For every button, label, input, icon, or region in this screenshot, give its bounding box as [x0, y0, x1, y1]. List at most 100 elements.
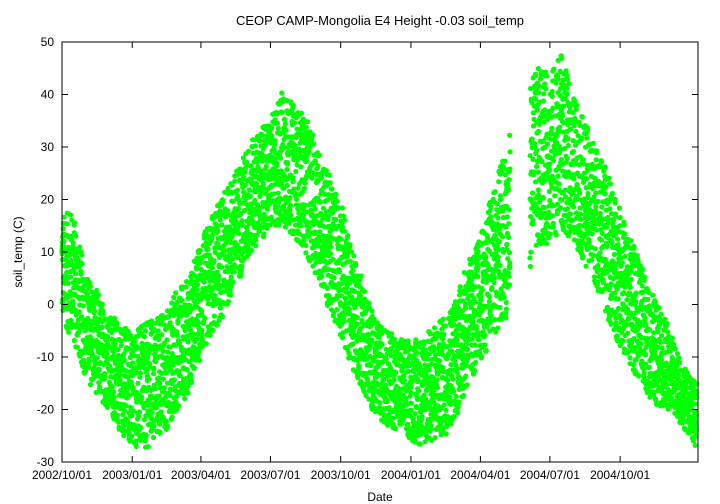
data-point: [555, 173, 561, 179]
data-point: [176, 368, 182, 374]
data-point: [326, 172, 332, 178]
data-point: [177, 373, 183, 379]
data-point: [631, 245, 637, 251]
data-point: [417, 441, 423, 447]
data-point: [593, 204, 599, 210]
data-point: [609, 190, 615, 196]
data-point: [291, 186, 297, 192]
data-point: [239, 264, 245, 270]
data-point: [296, 231, 302, 237]
data-point: [274, 120, 280, 126]
data-point: [441, 402, 447, 408]
data-point: [155, 336, 162, 342]
data-point: [242, 207, 248, 213]
data-point: [333, 191, 339, 197]
data-point: [494, 201, 500, 207]
data-point: [457, 284, 463, 290]
data-point: [451, 413, 457, 420]
data-point: [609, 239, 615, 245]
data-point: [550, 213, 556, 219]
data-point: [143, 432, 149, 438]
data-point: [192, 273, 198, 279]
data-point: [302, 202, 308, 208]
data-point: [130, 360, 136, 366]
data-point: [486, 298, 492, 305]
data-point: [622, 253, 628, 259]
data-point: [112, 342, 118, 348]
data-point: [258, 150, 265, 156]
data-point: [426, 367, 432, 373]
data-point: [625, 315, 632, 322]
data-point: [586, 240, 592, 246]
data-point: [71, 337, 77, 344]
data-point: [589, 231, 595, 237]
data-point: [563, 174, 570, 180]
data-point: [217, 285, 223, 292]
data-point: [564, 155, 570, 161]
data-point: [473, 323, 479, 330]
data-point: [281, 204, 287, 211]
data-point: [440, 316, 446, 322]
data-point: [80, 357, 86, 363]
data-point: [536, 121, 543, 127]
data-point: [570, 138, 576, 144]
data-point: [195, 320, 202, 326]
data-point: [199, 308, 205, 314]
data-point: [230, 199, 236, 205]
data-point: [614, 286, 620, 292]
data-point: [590, 140, 596, 146]
data-point: [274, 111, 280, 117]
data-point: [472, 342, 478, 348]
data-point: [339, 335, 346, 341]
data-point: [141, 348, 147, 354]
data-point: [240, 155, 246, 161]
data-point: [628, 238, 634, 244]
data-point: [642, 315, 648, 321]
data-point: [549, 125, 555, 131]
data-point: [306, 225, 312, 231]
data-point: [126, 346, 132, 352]
data-point: [561, 103, 567, 109]
data-point: [342, 228, 348, 234]
data-point: [633, 299, 639, 305]
data-point: [448, 401, 454, 408]
data-point: [354, 321, 360, 327]
data-point: [354, 315, 360, 321]
data-point: [454, 366, 460, 372]
data-point: [293, 168, 299, 175]
data-point: [356, 362, 362, 368]
data-point: [444, 377, 451, 383]
data-point: [87, 382, 94, 388]
data-point: [209, 265, 215, 271]
data-point: [138, 330, 144, 336]
data-point: [198, 266, 204, 273]
data-point: [469, 336, 475, 342]
data-point: [222, 247, 228, 254]
data-point: [309, 175, 315, 181]
data-point: [157, 380, 163, 386]
data-point: [114, 412, 121, 418]
data-point: [71, 220, 78, 226]
data-point: [629, 321, 635, 327]
data-point: [77, 244, 83, 250]
data-point: [554, 133, 560, 139]
data-point: [83, 326, 89, 332]
data-point: [607, 206, 613, 212]
data-point: [163, 419, 169, 425]
data-point: [65, 280, 71, 286]
data-point: [329, 186, 335, 192]
data-point: [597, 210, 603, 217]
data-point: [121, 357, 127, 363]
data-point: [504, 214, 510, 220]
data-point: [291, 120, 297, 126]
data-point: [442, 323, 449, 329]
data-point: [417, 365, 423, 371]
data-point: [570, 149, 577, 155]
data-point: [528, 249, 534, 255]
data-point: [450, 376, 456, 382]
data-point: [366, 300, 372, 307]
data-point: [222, 214, 228, 220]
data-point: [164, 337, 170, 343]
data-point: [102, 373, 108, 379]
data-point: [312, 158, 318, 164]
